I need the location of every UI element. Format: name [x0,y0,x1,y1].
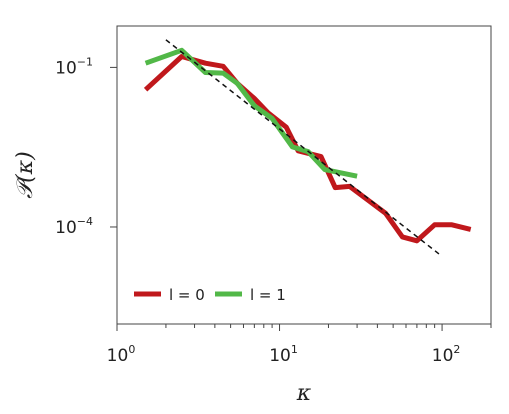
series-layer [143,39,472,257]
series-line-l0 [143,54,472,244]
series-line-l1 [144,47,358,179]
reference-dashed-line [165,39,443,257]
x-tick-label: 102 [432,343,461,366]
tick-layer: 100 101 102 10−1 10−4 [55,55,492,366]
x-tick-label: 101 [269,343,298,366]
y-tick-label: 10−1 [55,55,93,78]
plot-frame [116,25,492,325]
x-tick-label: 100 [107,343,136,366]
y-tick-label: 10−4 [55,215,93,238]
legend-label-l0: l = 0 [169,286,205,304]
x-axis-label: κ [296,381,312,406]
legend-label-l1: l = 1 [250,286,286,304]
legend: l = 0 l = 1 [134,286,286,304]
y-axis-label: 𝒫(κ) [13,151,38,198]
